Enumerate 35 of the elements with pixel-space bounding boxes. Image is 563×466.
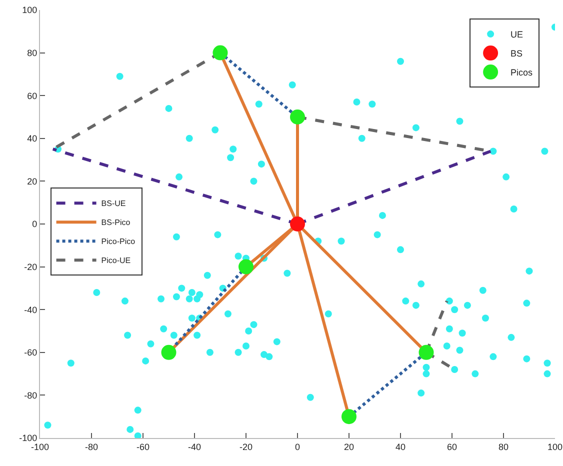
y-tick-label: -20 bbox=[24, 262, 38, 272]
y-tick-label: -40 bbox=[24, 304, 38, 315]
y-tick-label: 20 bbox=[27, 176, 38, 186]
x-tick-label: 100 bbox=[547, 442, 563, 452]
point bbox=[290, 216, 305, 232]
point bbox=[418, 344, 434, 360]
x-tick-label: 40 bbox=[395, 442, 406, 452]
legend-label: Picos bbox=[510, 68, 534, 78]
y-tick-label: -60 bbox=[24, 348, 38, 358]
x-tick-label: -20 bbox=[239, 442, 253, 452]
legend-label: UE bbox=[510, 30, 524, 40]
y-tick-label: 60 bbox=[27, 90, 38, 101]
y-tick-label: 0 bbox=[32, 219, 38, 230]
x-tick-label: 0 bbox=[294, 442, 300, 452]
point bbox=[161, 344, 176, 360]
legend-label: BS-UE bbox=[101, 199, 126, 208]
point bbox=[342, 409, 356, 424]
point bbox=[238, 259, 254, 274]
y-tick-label: 40 bbox=[27, 134, 38, 144]
y-tick-label: 100 bbox=[22, 5, 38, 16]
x-tick-label: 20 bbox=[344, 442, 354, 452]
legend-label: BS-Pico bbox=[101, 218, 131, 228]
legend-label: Pico-Pico bbox=[101, 237, 136, 246]
legend-label: Pico-UE bbox=[101, 256, 131, 266]
y-tick-label: -100 bbox=[19, 433, 38, 444]
x-tick-label: -80 bbox=[84, 442, 98, 452]
legend-label: BS bbox=[510, 48, 523, 59]
x-tick-label: -40 bbox=[188, 442, 202, 452]
y-tick-label: -80 bbox=[24, 390, 38, 400]
point bbox=[212, 45, 228, 60]
x-tick-label: 60 bbox=[446, 442, 458, 452]
x-tick-label: 80 bbox=[498, 442, 509, 452]
point bbox=[290, 110, 305, 124]
x-tick-label: -60 bbox=[136, 442, 150, 452]
y-tick-label: 80 bbox=[27, 48, 38, 58]
